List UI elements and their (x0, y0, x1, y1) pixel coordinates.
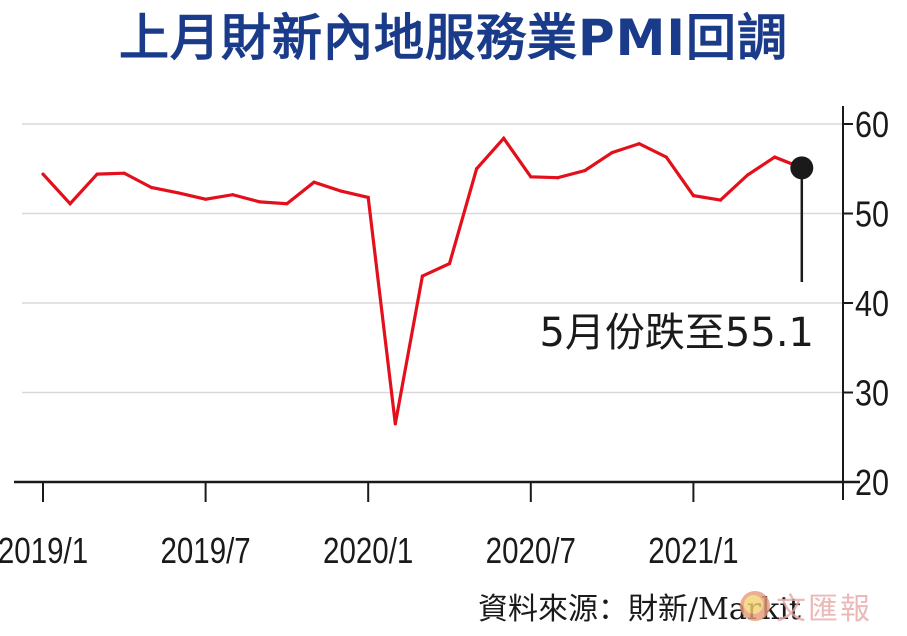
data-point-2019/10 (285, 202, 289, 206)
data-point-2019/9 (258, 200, 262, 204)
data-point-2020/3 (420, 274, 424, 278)
data-point-2020/10 (610, 151, 614, 155)
x-tick-label-2019/7: 2019/7 (160, 530, 250, 570)
y-tick-label-40: 40 (855, 285, 889, 325)
data-point-2019/3 (95, 172, 99, 176)
series-line (41, 135, 803, 425)
data-point-2021/4 (773, 155, 777, 159)
y-tick-label-30: 30 (855, 374, 889, 414)
data-point-2020/6 (502, 136, 506, 140)
annotation-label: 5月份跌至55.1 (539, 310, 814, 356)
data-point-2020/2 (393, 422, 397, 426)
data-point-2020/7 (529, 175, 533, 179)
data-point-2019/1 (41, 172, 45, 176)
data-point-2019/12 (339, 189, 343, 193)
data-point-2019/11 (312, 180, 316, 184)
data-point-2020/11 (637, 142, 641, 146)
data-point-2019/2 (68, 202, 72, 206)
data-point-2019/4 (122, 171, 126, 175)
x-tick-label-2020/1: 2020/1 (323, 530, 413, 570)
data-point-2020/9 (583, 168, 587, 173)
x-tick-label-2021/1: 2021/1 (648, 530, 738, 570)
x-tick-label-2019/1: 2019/1 (0, 530, 88, 570)
annotation-marker (790, 156, 814, 180)
data-point-2019/6 (176, 191, 181, 195)
data-point-2020/8 (556, 176, 560, 180)
data-point-2021/3 (746, 173, 750, 177)
source-note: 資料來源：財新/Markit (478, 592, 801, 627)
data-point-2021/1 (691, 194, 696, 198)
y-tick-label-50: 50 (855, 195, 889, 235)
data-point-2020/5 (475, 167, 479, 171)
y-tick-label-60: 60 (855, 106, 889, 146)
x-tick-label-2020/7: 2020/7 (486, 530, 576, 570)
data-point-2020/12 (664, 155, 668, 159)
chart-title: 上月財新內地服務業PMI回調 (118, 9, 788, 67)
data-point-2019/8 (231, 193, 235, 197)
data-point-2019/5 (149, 185, 153, 190)
y-tick-label-20: 20 (855, 464, 889, 504)
data-point-2020/1 (366, 195, 370, 199)
data-point-2021/2 (718, 198, 723, 202)
data-point-2019/7 (204, 197, 208, 201)
data-point-2020/4 (447, 262, 452, 266)
